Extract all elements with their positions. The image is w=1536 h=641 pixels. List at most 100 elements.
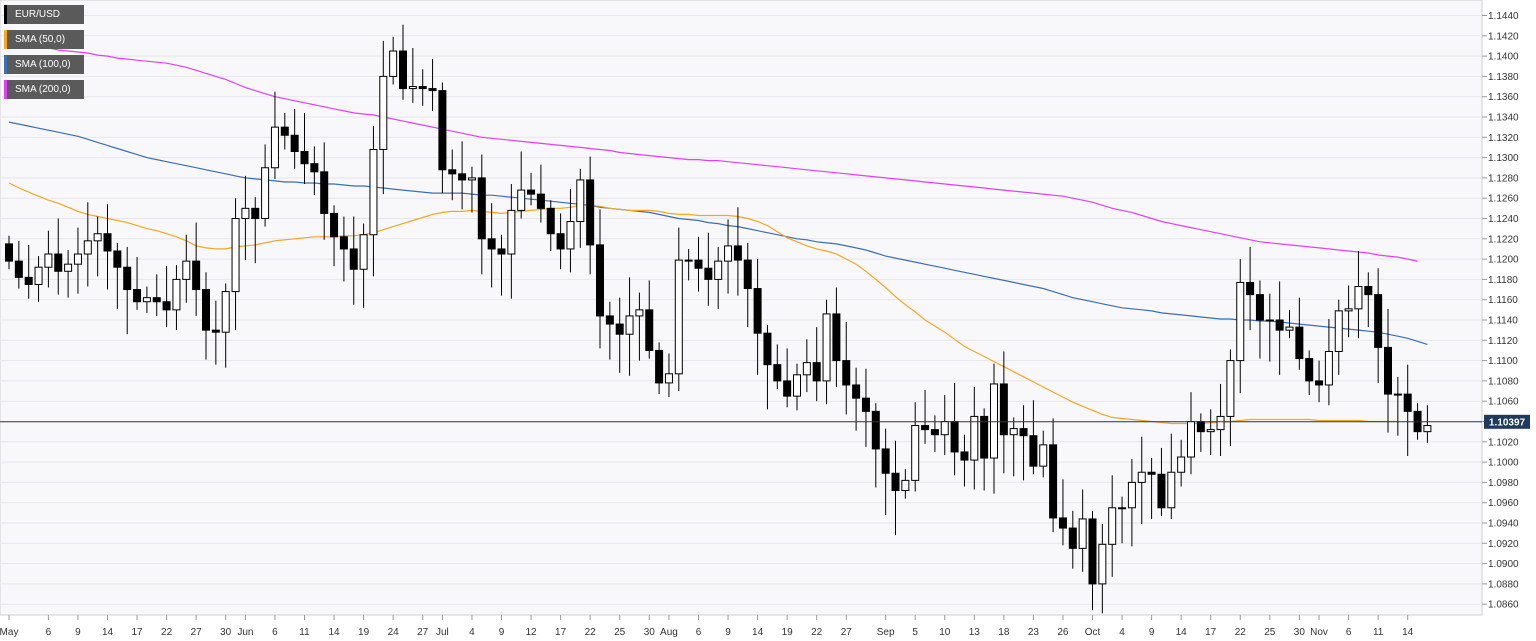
- candle-body-down: [655, 349, 664, 384]
- candle: [1285, 309, 1294, 339]
- x-tick-label: 26: [1057, 627, 1069, 638]
- candle-body-down: [103, 233, 112, 252]
- candle-body-down: [842, 360, 851, 386]
- candle-body-down: [477, 177, 486, 240]
- candle: [438, 82, 447, 194]
- candle-body-down: [54, 253, 63, 272]
- candle: [822, 299, 831, 405]
- candle: [921, 390, 930, 444]
- x-tick-label: 6: [272, 627, 278, 638]
- y-tick-label: 1.1240: [1488, 214, 1519, 225]
- x-tick-label: 27: [417, 627, 429, 638]
- candle-body-up: [172, 278, 181, 311]
- candle-body-down: [1246, 281, 1255, 296]
- candle: [418, 69, 427, 106]
- candle-body-down: [113, 250, 122, 268]
- candle-body-down: [1374, 294, 1383, 348]
- candle-body-down: [891, 472, 900, 492]
- candle-body-up: [517, 189, 526, 211]
- candle: [743, 242, 752, 328]
- candle: [753, 259, 762, 375]
- candle-body-down: [418, 86, 427, 90]
- x-tick-label: 24: [388, 627, 400, 638]
- candle: [320, 142, 329, 240]
- candle-body-down: [310, 163, 319, 173]
- candle: [605, 301, 614, 360]
- candle-body-down: [458, 173, 467, 181]
- candle-body-down: [1088, 518, 1097, 585]
- candle-body-up: [674, 259, 683, 375]
- candle-body-down: [1255, 294, 1264, 321]
- candle-body-up: [635, 309, 644, 317]
- current-price-box: [1484, 414, 1530, 429]
- candle-body-down: [339, 236, 348, 250]
- candle: [1206, 409, 1215, 455]
- candle: [1137, 436, 1146, 525]
- y-tick-label: 1.1100: [1488, 356, 1518, 367]
- candle: [773, 344, 782, 390]
- x-tick-label: 4: [1119, 627, 1125, 638]
- candle: [379, 40, 388, 195]
- candle: [310, 146, 319, 196]
- candle-body-up: [714, 260, 723, 280]
- candle: [192, 222, 201, 316]
- x-tick-label: 17: [555, 627, 567, 638]
- candle: [349, 216, 358, 305]
- candle-body-down: [930, 429, 939, 436]
- legend-label-sma-100: SMA (100,0): [15, 59, 71, 70]
- y-tick-label: 1.1360: [1488, 92, 1519, 103]
- candle: [596, 209, 604, 349]
- candle-body-down: [586, 179, 595, 246]
- candle-body-up: [684, 259, 693, 262]
- y-tick-label: 1.1000: [1488, 458, 1519, 469]
- candle: [142, 286, 151, 313]
- candle: [1068, 510, 1077, 569]
- candle-body-up: [1009, 428, 1018, 436]
- current-price-tag: 1.10397: [0, 414, 1530, 429]
- x-tick-label: Nov: [1310, 627, 1328, 638]
- candle-body-down: [1315, 380, 1324, 386]
- candle: [586, 156, 595, 275]
- candle-body-up: [566, 221, 575, 250]
- candle: [231, 198, 240, 331]
- y-tick-label: 1.1120: [1488, 336, 1518, 347]
- candle: [694, 236, 703, 292]
- candle: [1049, 418, 1058, 533]
- candle-body-down: [211, 329, 220, 333]
- candle-body-down: [980, 415, 989, 459]
- x-tick-label: 9: [75, 627, 81, 638]
- candle: [1216, 383, 1225, 457]
- candle-body-down: [448, 169, 457, 175]
- candle: [1078, 489, 1087, 572]
- candle-body-up: [1137, 471, 1146, 483]
- candle: [852, 367, 861, 431]
- candle: [911, 402, 920, 492]
- candle: [428, 59, 437, 111]
- candle-body-down: [330, 212, 339, 238]
- y-tick-label: 1.1300: [1488, 153, 1519, 164]
- x-tick-label: 11: [299, 627, 310, 638]
- x-tick-label: 27: [841, 627, 853, 638]
- candle: [211, 300, 220, 365]
- candle-body-down: [24, 276, 33, 285]
- candle-body-down: [773, 364, 782, 382]
- candle: [999, 351, 1008, 474]
- y-tick-label: 1.1060: [1488, 397, 1519, 408]
- y-tick-label: 1.0920: [1488, 539, 1519, 550]
- x-tick-label: 10: [939, 627, 951, 638]
- x-tick-label: 22: [585, 627, 597, 638]
- y-tick-label: 1.1260: [1488, 194, 1519, 205]
- candle: [783, 348, 792, 408]
- candle-body-up: [261, 167, 270, 219]
- plot-area: [0, 0, 1483, 616]
- candle-body-down: [694, 259, 703, 269]
- x-tick-label: 17: [131, 627, 143, 638]
- candle: [152, 274, 161, 316]
- candle: [330, 205, 339, 267]
- candle-body-up: [1334, 310, 1343, 352]
- legend-label-sma-50: SMA (50,0): [15, 34, 66, 45]
- x-tick-label: 6: [46, 627, 52, 638]
- y-tick-label: 1.0880: [1488, 579, 1519, 590]
- candle-body-up: [467, 177, 476, 181]
- candle: [763, 325, 772, 410]
